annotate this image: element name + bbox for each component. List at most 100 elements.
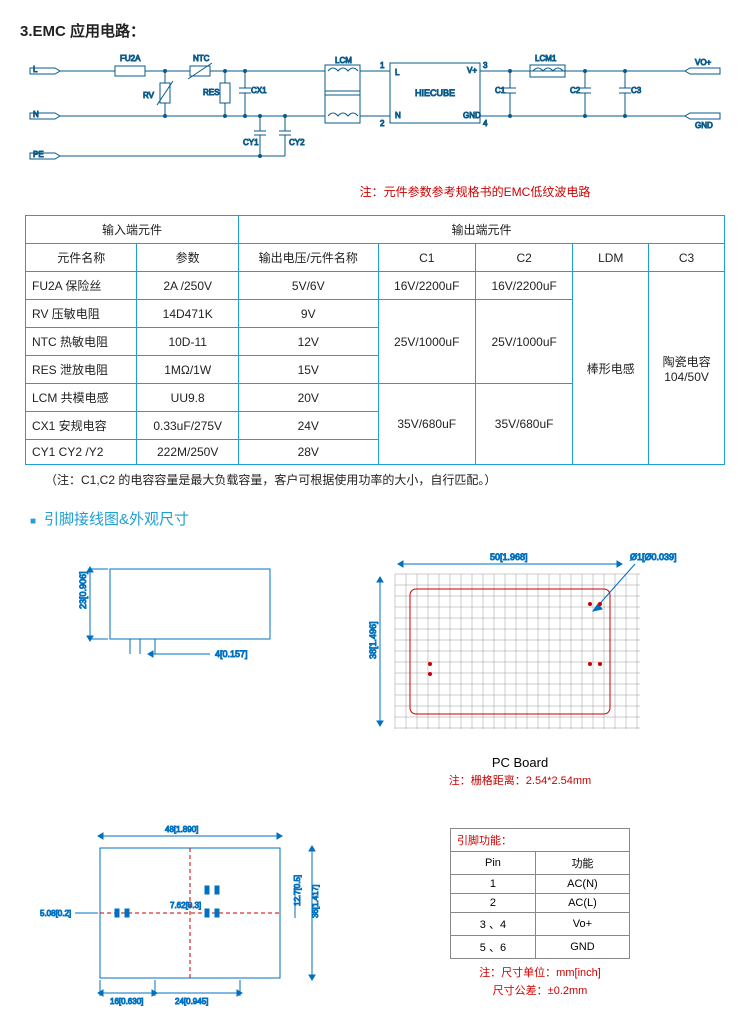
r6-param: 222M/250V [137,440,239,465]
r3-param: 1MΩ/1W [137,356,239,384]
svg-text:VO+: VO+ [695,58,712,67]
svg-text:5.08[0.2]: 5.08[0.2] [40,909,71,918]
svg-text:50[1.968]: 50[1.968] [490,552,528,562]
r5-param: 0.33uF/275V [137,412,239,440]
dim-notes: 注：尺寸单位：mm[inch] 尺寸公差：±0.2mm [479,965,601,1000]
svg-text:RV: RV [143,91,155,100]
r3-name: RES 泄放电阻 [26,356,137,384]
svg-text:C1: C1 [495,86,506,95]
svg-text:C2: C2 [570,86,581,95]
r5-name: CX1 安规电容 [26,412,137,440]
svg-text:GND: GND [463,111,481,120]
emc-table: 输入端元件 输出端元件 元件名称 参数 输出电压/元件名称 C1 C2 LDM … [25,215,725,465]
svg-text:N: N [395,111,401,120]
r2-c1: 25V/1000uF [378,300,475,384]
r5-volt: 24V [238,412,378,440]
r6-name: CY1 CY2 /Y2 [26,440,137,465]
p3-pin: 5 、6 [451,936,536,959]
emc-circuit-diagram: L N PE FU2A NTC RV RES CX1 CY1 CY2 LCM 1… [25,53,725,173]
svg-text:LCM1: LCM1 [535,54,557,63]
svg-text:CY1: CY1 [243,138,259,147]
svg-text:2: 2 [380,119,385,128]
pin-function-block: 引脚功能： Pin功能 1AC(N) 2AC(L) 3 、4Vo+ 5 、6GN… [370,818,710,1008]
r0-c2: 16V/2200uF [475,272,572,300]
pin-header: 引脚功能： [451,829,630,852]
svg-text:CX1: CX1 [251,86,267,95]
svg-text:23[0.906]: 23[0.906] [78,571,88,609]
r4-param: UU9.8 [137,384,239,412]
svg-text:GND: GND [695,121,713,130]
svg-text:V+: V+ [467,66,477,75]
th-c3: C3 [649,244,725,272]
pc-board-label: PC Board [492,755,548,770]
emc-title: 3.EMC 应用电路： [20,20,730,41]
r2-name: NTC 热敏电阻 [26,328,137,356]
svg-text:24[0.945]: 24[0.945] [175,997,208,1006]
pin-table: 引脚功能： Pin功能 1AC(N) 2AC(L) 3 、4Vo+ 5 、6GN… [450,828,630,959]
svg-text:CY2: CY2 [289,138,305,147]
circuit-note: 注：元件参数参考规格书的EMC低纹波电路 [220,183,730,200]
th-ldm: LDM [573,244,649,272]
svg-text:4[0.157]: 4[0.157] [215,649,248,659]
r4-name: LCM 共模电感 [26,384,137,412]
pin-col1: Pin [451,852,536,875]
th-name: 元件名称 [26,244,137,272]
th-output: 输出端元件 [238,216,724,244]
table-note: （注：C1,C2 的电容容量是最大负载容量，客户可根据使用功率的大小，自行匹配。… [45,471,730,488]
r0-param: 2A /250V [137,272,239,300]
p0-func: AC(N) [535,875,629,894]
p3-func: GND [535,936,629,959]
svg-text:C3: C3 [631,86,642,95]
svg-text:12.7[0.5]: 12.7[0.5] [293,875,302,906]
svg-text:16[0.630]: 16[0.630] [110,997,143,1006]
pcb-diagram: 50[1.968] 38[1.496] Ø1[Ø0.039] PC Board … [330,549,710,788]
r0-name: FU2A 保险丝 [26,272,137,300]
r3-volt: 15V [238,356,378,384]
svg-text:RES: RES [203,88,219,97]
pc-board-note: 注：栅格距离：2.54*2.54mm [449,772,591,788]
svg-text:FU2A: FU2A [120,54,141,63]
r4-volt: 20V [238,384,378,412]
svg-text:LCM: LCM [335,56,352,65]
r1-param: 14D471K [137,300,239,328]
r2-volt: 12V [238,328,378,356]
side-view-diagram: 23[0.906] 4[0.157] [30,549,310,788]
svg-text:NTC: NTC [193,54,210,63]
r0-c1: 16V/2200uF [378,272,475,300]
r2-c2: 25V/1000uF [475,300,572,384]
svg-text:L: L [33,65,38,74]
th-volt: 输出电压/元件名称 [238,244,378,272]
svg-text:PE: PE [33,150,44,159]
r5-c1: 35V/680uF [378,384,475,465]
pin-col2: 功能 [535,852,629,875]
p1-pin: 2 [451,894,536,913]
r2-param: 10D-11 [137,328,239,356]
ldm-val: 棒形电感 [573,272,649,465]
th-c1: C1 [378,244,475,272]
p1-func: AC(L) [535,894,629,913]
r1-name: RV 压敏电阻 [26,300,137,328]
svg-text:7.62[0.3]: 7.62[0.3] [170,901,201,910]
pinout-header: 引脚接线图&外观尺寸 [30,508,730,529]
bottom-view-diagram: 48[1.890] 5.08[0.2] 7.62[0.3] 12.7[0.5] … [30,818,350,1008]
svg-text:38[1.496]: 38[1.496] [368,621,378,659]
svg-text:36[1.417]: 36[1.417] [311,885,320,918]
th-param: 参数 [137,244,239,272]
r6-volt: 28V [238,440,378,465]
svg-text:3: 3 [483,61,488,70]
p2-pin: 3 、4 [451,913,536,936]
svg-text:4: 4 [483,119,488,128]
r0-volt: 5V/6V [238,272,378,300]
r5-c2: 35V/680uF [475,384,572,465]
svg-text:N: N [33,110,39,119]
th-input: 输入端元件 [26,216,239,244]
svg-text:L: L [395,68,400,77]
svg-text:HIECUBE: HIECUBE [415,88,455,98]
th-c2: C2 [475,244,572,272]
svg-text:Ø1[Ø0.039]: Ø1[Ø0.039] [630,552,677,562]
p0-pin: 1 [451,875,536,894]
svg-text:1: 1 [380,61,385,70]
r1-volt: 9V [238,300,378,328]
p2-func: Vo+ [535,913,629,936]
c3-val: 陶瓷电容 104/50V [649,272,725,465]
